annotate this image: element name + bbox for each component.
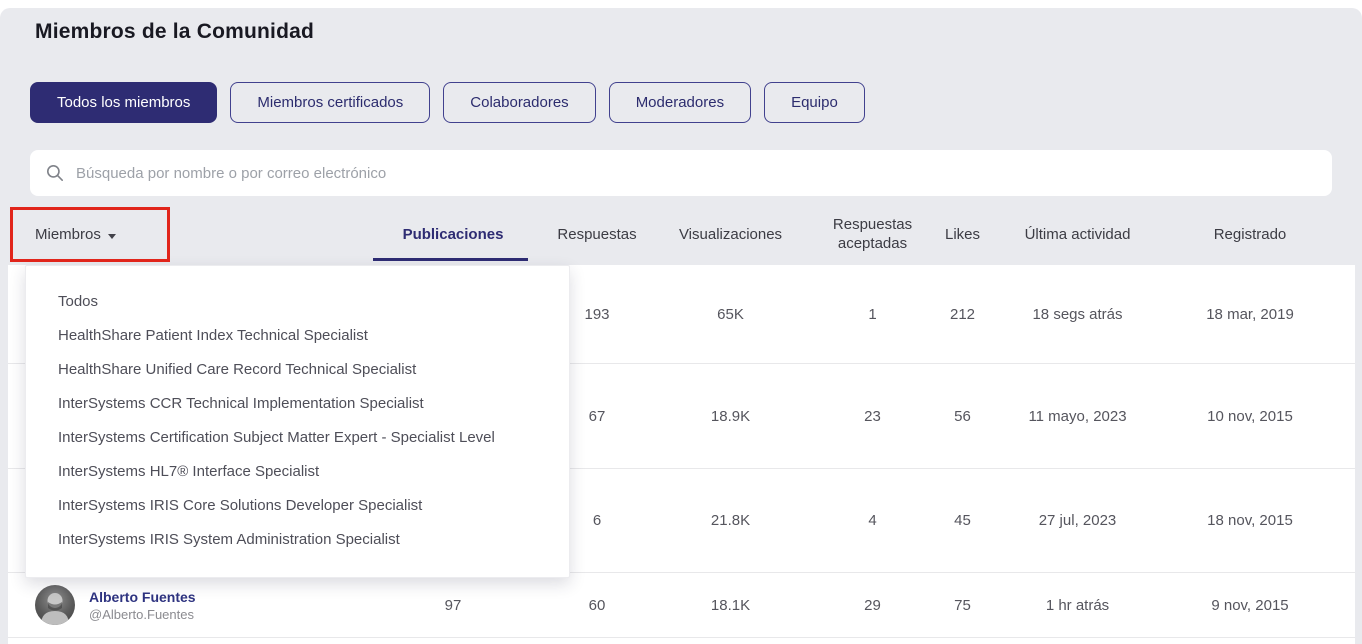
member-name-link[interactable]: Alberto Fuentes — [89, 588, 196, 605]
cell-respuestas: 60 — [588, 596, 606, 614]
search-input[interactable] — [76, 164, 1316, 182]
members-filter-dropdown: Todos HealthShare Patient Index Technica… — [25, 265, 570, 578]
table-row: 67 18.9K 23 56 11 mayo, 2023 10 nov, 201… — [8, 364, 1355, 469]
filter-button-group: Todos los miembros Miembros certificados… — [30, 82, 865, 123]
cell-respuestas: 6 — [592, 512, 602, 529]
cell-ultima-actividad: 1 hr atrás — [1045, 596, 1110, 614]
cell-likes: 212 — [949, 305, 976, 323]
cell-respuestas-aceptadas: 1 — [868, 305, 877, 323]
member-meta: Alberto Fuentes @Alberto.Fuentes — [89, 589, 196, 622]
cell-registrado: 18 nov, 2015 — [1207, 512, 1293, 529]
cell-respuestas: 193 — [584, 305, 610, 323]
column-header-respuestas-aceptadas[interactable]: Respuestas aceptadas — [832, 216, 913, 252]
cell-registrado: 9 nov, 2015 — [1211, 596, 1289, 614]
table-row: Alberto Fuentes @Alberto.Fuentes 97 60 1… — [8, 573, 1355, 638]
member-cell: Alberto Fuentes @Alberto.Fuentes — [8, 585, 368, 625]
filter-button-team[interactable]: Equipo — [764, 82, 865, 123]
cell-visualizaciones: 65K — [717, 305, 744, 323]
cell-registrado: 10 nov, 2015 — [1207, 407, 1293, 425]
filter-button-certified-members[interactable]: Miembros certificados — [230, 82, 431, 123]
dropdown-item-todos[interactable]: Todos — [58, 293, 99, 310]
members-column-label: Miembros — [35, 225, 101, 243]
caret-down-icon — [107, 233, 116, 239]
dropdown-item-hs-patient-index[interactable]: HealthShare Patient Index Technical Spec… — [58, 327, 368, 344]
filter-button-moderators[interactable]: Moderadores — [608, 82, 752, 123]
cell-respuestas-aceptadas: 4 — [868, 512, 877, 529]
filter-button-contributors[interactable]: Colaboradores — [443, 82, 596, 123]
filter-button-all-members[interactable]: Todos los miembros — [30, 82, 218, 123]
cell-likes: 56 — [954, 407, 971, 425]
column-header-publicaciones[interactable]: Publicaciones — [368, 226, 538, 262]
column-header-ultima-actividad[interactable]: Última actividad — [1024, 225, 1131, 243]
search-bar[interactable] — [30, 150, 1332, 196]
table-row: 6 21.8K 4 45 27 jul, 2023 18 nov, 2015 — [8, 469, 1355, 573]
cell-respuestas-aceptadas: 23 — [864, 407, 881, 425]
cell-visualizaciones: 18.9K — [710, 407, 751, 425]
cell-visualizaciones: 21.8K — [710, 512, 751, 529]
dropdown-item-hl7-interface[interactable]: InterSystems HL7® Interface Specialist — [58, 463, 320, 480]
column-header-registrado[interactable]: Registrado — [1213, 225, 1287, 243]
dropdown-item-ccr-technical-implementation[interactable]: InterSystems CCR Technical Implementatio… — [58, 395, 424, 412]
cell-ultima-actividad: 18 segs atrás — [1032, 305, 1123, 323]
member-avatar[interactable] — [35, 585, 75, 625]
column-header-visualizaciones[interactable]: Visualizaciones — [678, 225, 783, 243]
cell-likes: 75 — [954, 596, 971, 614]
dropdown-item-hs-unified-care-record[interactable]: HealthShare Unified Care Record Technica… — [58, 361, 417, 378]
dropdown-item-iris-core-solutions[interactable]: InterSystems IRIS Core Solutions Develop… — [58, 497, 423, 514]
cell-registrado: 18 mar, 2019 — [1206, 305, 1294, 323]
cell-respuestas-aceptadas: 29 — [864, 596, 881, 614]
page-title: Miembros de la Comunidad — [35, 20, 314, 43]
cell-publicaciones: 97 — [444, 596, 462, 614]
table-row: 193 65K 1 212 18 segs atrás 18 mar, 2019 — [8, 265, 1355, 364]
member-handle: @Alberto.Fuentes — [89, 606, 194, 622]
dropdown-item-iris-system-administration[interactable]: InterSystems IRIS System Administration … — [58, 531, 400, 548]
column-header-respuestas[interactable]: Respuestas — [557, 225, 637, 243]
members-dropdown-toggle[interactable]: Miembros — [8, 226, 368, 245]
active-sort-underline — [373, 258, 528, 262]
cell-likes: 45 — [954, 512, 971, 529]
search-icon — [46, 164, 64, 182]
cell-respuestas: 67 — [588, 407, 606, 425]
person-photo-icon — [41, 593, 69, 625]
cell-ultima-actividad: 11 mayo, 2023 — [1028, 407, 1127, 425]
column-header-likes[interactable]: Likes — [944, 225, 981, 243]
cell-ultima-actividad: 27 jul, 2023 — [1038, 512, 1117, 529]
cell-visualizaciones: 18.1K — [710, 596, 751, 614]
dropdown-item-certification-sme[interactable]: InterSystems Certification Subject Matte… — [58, 429, 495, 446]
table-header-row: Miembros Publicaciones Respuestas Visual… — [8, 205, 1355, 265]
